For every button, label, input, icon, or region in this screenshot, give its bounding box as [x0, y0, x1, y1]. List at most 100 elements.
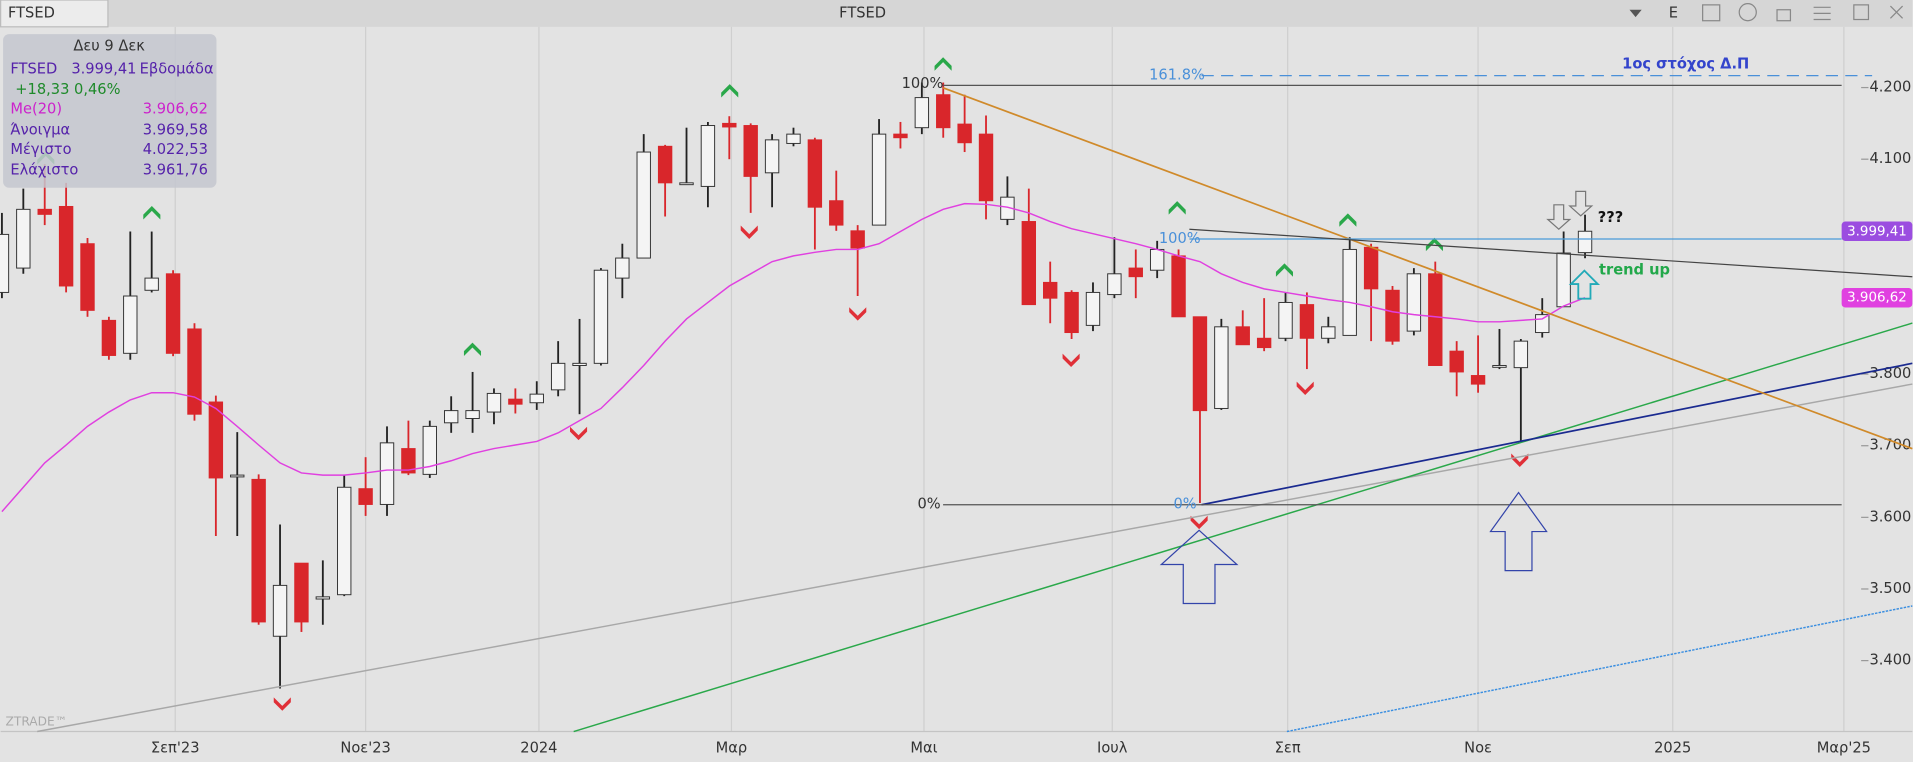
panel-row-value: 3.969,58 [143, 121, 208, 138]
x-tick-label: Σεπ [1275, 740, 1301, 757]
signal-up [1168, 201, 1186, 215]
panel-bg [3, 34, 217, 188]
y-tick-label: 4.200 [1869, 79, 1911, 96]
signal-down [1296, 381, 1314, 396]
e-button[interactable]: E [1669, 4, 1678, 21]
price-tag [1841, 221, 1913, 242]
fib-label: 100% [902, 75, 944, 92]
panel-symbol: FTSED [10, 60, 57, 77]
candle-body [529, 393, 544, 404]
tab-label[interactable]: FTSED [8, 4, 55, 21]
symbol-tab[interactable] [0, 0, 109, 28]
signal-up [143, 206, 161, 220]
panel-row-label: Me(20) [10, 101, 62, 118]
signal-down [1190, 515, 1208, 530]
x-tick-label: 2024 [520, 740, 557, 757]
price-tag-label: 3.999,41 [1847, 224, 1907, 239]
candle-body [829, 200, 844, 226]
fib-label: 0% [917, 496, 940, 513]
candle-body [230, 474, 245, 478]
candle-body [1535, 314, 1550, 334]
signal-down [273, 697, 291, 711]
candle-body [1192, 316, 1208, 412]
signal-up [463, 342, 482, 357]
icon[interactable] [1813, 6, 1831, 21]
fib-label: 161.8% [1149, 67, 1205, 84]
signal-up [1275, 263, 1293, 277]
x-tick-label: Νοε [1464, 740, 1492, 757]
candle-body [1299, 304, 1315, 339]
candle-body [1235, 326, 1250, 346]
trend-line [942, 86, 1913, 450]
candle-body [807, 139, 823, 208]
icon[interactable] [1853, 4, 1870, 21]
arrow [1568, 190, 1594, 217]
candle-body [1513, 340, 1529, 369]
y-tick-label: 3.700 [1869, 437, 1911, 454]
icon[interactable] [1702, 4, 1721, 22]
candle-body [0, 233, 10, 293]
top-bar [0, 0, 1913, 27]
drawings: 161.8% 1ος στόχος Δ.Π 100% 100% 0% 0% ??… [6, 56, 1913, 733]
candle-body [572, 362, 587, 366]
candle-body [443, 410, 459, 424]
candle-body [1107, 273, 1122, 296]
candle-body [337, 486, 352, 596]
candle-body [1064, 291, 1079, 334]
candle-body [957, 123, 972, 144]
candle-body [1556, 252, 1571, 308]
signal-down [570, 426, 588, 441]
candle-body [465, 410, 480, 419]
candle-body [508, 398, 523, 405]
candle-body [358, 488, 373, 505]
candle-body [123, 295, 138, 354]
candle-body [315, 596, 331, 600]
candle-body [636, 151, 651, 259]
candle-body [893, 133, 908, 139]
candle-body [1278, 301, 1293, 339]
candle-body [294, 562, 309, 623]
y-tick-label: 3.500 [1869, 580, 1911, 597]
dropdown-icon[interactable] [1629, 9, 1642, 18]
close-icon[interactable] [1889, 5, 1904, 19]
ma-line [1, 202, 1586, 513]
brand: ZTRADE™ [6, 714, 67, 728]
candle-body [208, 401, 224, 479]
candle-body [422, 425, 437, 475]
signal-up [721, 84, 739, 98]
annotation: ??? [1598, 209, 1623, 226]
panel-row-label: Μέγιστο [10, 141, 71, 158]
trend-line [1189, 228, 1913, 278]
candle-body [272, 584, 288, 637]
x-tick-label: Μαρ'25 [1817, 740, 1871, 757]
candle-body [700, 125, 716, 187]
panel-last: 3.999,41 [71, 60, 136, 77]
candle-body [165, 273, 181, 354]
window-title: FTSED [839, 4, 886, 21]
candle-body [1577, 230, 1593, 254]
signal-down [1062, 353, 1080, 367]
trend-line [37, 383, 1913, 733]
info-panel: Δευ 9 Δεκ FTSED 3.999,41 Εβδομάδα +18,33… [3, 34, 217, 188]
candle-body [1406, 273, 1422, 332]
arrow [1159, 529, 1239, 605]
price-tag [1841, 287, 1913, 308]
price-tag-label: 3.906,62 [1847, 291, 1907, 306]
icon[interactable] [1776, 9, 1792, 22]
panel-date: Δευ 9 Δεκ [73, 37, 145, 54]
panel-row-value: 3.961,76 [143, 162, 208, 179]
x-tick-label: Ιουλ [1097, 740, 1128, 757]
candle-body [657, 145, 673, 184]
candle-body [16, 208, 31, 269]
candle-body [1470, 375, 1486, 385]
candle-body [1149, 248, 1165, 271]
candle-body [58, 205, 74, 287]
candle-body [486, 392, 502, 413]
candle-body [615, 257, 630, 279]
arrow [1489, 491, 1548, 572]
annotation: trend up [1599, 262, 1670, 279]
icon[interactable] [1738, 3, 1757, 22]
candle-body [936, 94, 951, 129]
x-tick-label: Μαι [910, 740, 937, 757]
signal-up [1339, 213, 1357, 227]
